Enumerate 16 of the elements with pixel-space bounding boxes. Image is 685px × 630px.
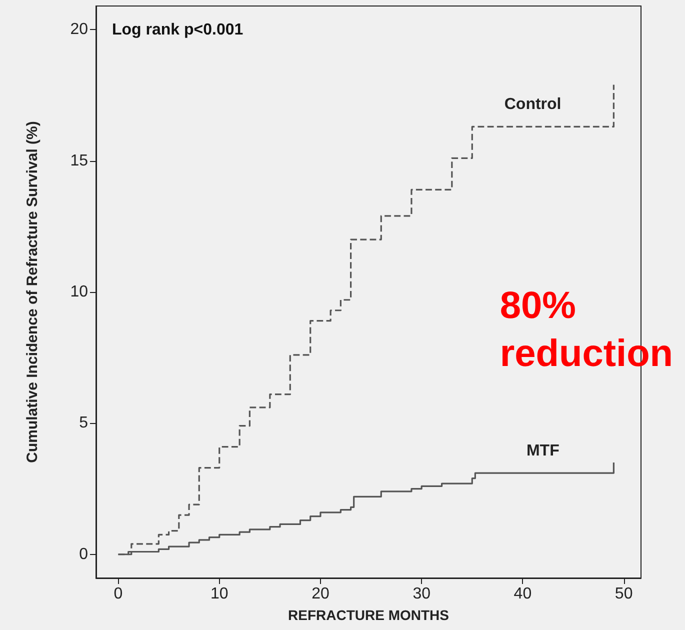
y-tick-label: 5 [79, 414, 88, 432]
series-label: MTF [526, 442, 560, 460]
x-tick-label: 0 [114, 586, 123, 602]
y-tick-label: 0 [79, 546, 88, 563]
x-tick-label: 30 [412, 586, 431, 602]
x-tick-label: 20 [312, 586, 330, 602]
y-tick-label: 15 [70, 152, 88, 170]
annotation: Log rank p<0.001 [112, 22, 244, 38]
x-tick-label: 40 [514, 586, 532, 602]
series-label: Control [504, 96, 562, 114]
y-tick-label: 10 [70, 284, 88, 300]
x-tick-label: 50 [614, 586, 633, 602]
x-tick-label: 10 [210, 586, 228, 602]
y-axis-title: Cumulative Incidence of Refracture Survival (%) [24, 121, 41, 463]
x-axis-title: REFRACTURE MONTHS [288, 607, 449, 623]
y-tick-label: 20 [70, 21, 88, 38]
